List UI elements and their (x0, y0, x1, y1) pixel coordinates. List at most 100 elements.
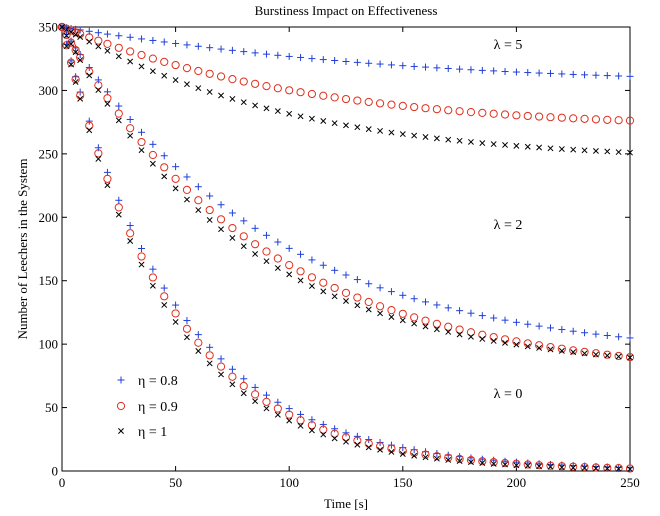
data-point (354, 302, 361, 309)
data-point (444, 64, 452, 72)
data-point (625, 464, 635, 473)
data-point-b (627, 466, 633, 473)
data-point (466, 108, 476, 117)
data-point-b (365, 444, 372, 451)
data-point-b (297, 113, 304, 120)
data-point (72, 79, 79, 86)
data-point (172, 185, 179, 192)
data-point-b (433, 135, 440, 142)
data-point (478, 457, 487, 466)
data-series (59, 24, 633, 473)
data-point (194, 42, 202, 50)
data-point (172, 39, 180, 47)
data-point (354, 124, 361, 131)
data-point (126, 47, 135, 56)
data-point (421, 104, 430, 113)
data-point-b (86, 72, 93, 79)
data-point (433, 301, 441, 309)
data-point (240, 390, 247, 397)
data-point-b (581, 465, 588, 471)
data-point (308, 427, 315, 434)
data-point-b (422, 323, 429, 330)
data-point (172, 301, 180, 309)
data-point (479, 335, 486, 342)
data-point (194, 331, 202, 339)
legend-marker-b (118, 428, 124, 434)
data-point (626, 72, 634, 80)
data-point-b (558, 464, 565, 471)
data-point (468, 138, 474, 145)
data-point (603, 72, 611, 80)
data-point (319, 278, 328, 287)
data-point (149, 140, 157, 148)
data-point (297, 422, 304, 429)
data-point (103, 30, 111, 38)
data-point (558, 70, 566, 78)
data-point (580, 114, 589, 123)
data-point (445, 457, 452, 463)
data-point (456, 137, 463, 144)
data-point-b (468, 138, 474, 145)
data-point-b (95, 155, 102, 162)
data-point (365, 444, 372, 451)
data-point (341, 433, 351, 442)
data-point (388, 314, 395, 320)
data-point-b (388, 449, 395, 455)
data-point-b (331, 120, 338, 127)
data-point (604, 148, 611, 155)
data-point (342, 429, 350, 437)
data-point (456, 65, 464, 73)
data-point (375, 302, 385, 311)
data-point (274, 265, 281, 271)
data-point-b (68, 41, 75, 47)
data-point (581, 350, 588, 357)
data-point-b (95, 87, 102, 94)
data-point (286, 417, 293, 424)
data-point (240, 48, 248, 56)
data-point (63, 30, 71, 38)
data-point (524, 320, 532, 328)
data-point (307, 421, 317, 430)
data-point (479, 140, 486, 147)
data-point-b (138, 63, 145, 70)
data-point (68, 41, 75, 47)
data-point (149, 160, 156, 167)
data-point (478, 312, 486, 320)
data-point (490, 338, 497, 344)
data-point (376, 60, 384, 68)
data-point (387, 61, 395, 69)
y-axis-title: Number of Leechers in the System (15, 159, 30, 340)
data-point (490, 460, 497, 467)
data-point (456, 453, 464, 461)
data-point (274, 51, 282, 59)
data-point-b (570, 349, 577, 356)
data-point-b (138, 261, 145, 268)
plot-area: 0 50 100 150 200 250 0 50 100 150 200 250 300 350 λ = … (39, 20, 640, 491)
data-point-b (388, 314, 395, 320)
data-point (388, 449, 395, 455)
data-point-b (104, 100, 111, 107)
data-point-b (354, 302, 361, 309)
data-point-b (195, 85, 202, 92)
data-point-b (445, 457, 452, 463)
data-point (308, 55, 316, 63)
data-point-b (297, 422, 304, 429)
data-point-b (308, 427, 315, 434)
data-point-b (229, 381, 236, 388)
data-point (581, 465, 588, 471)
data-point (216, 72, 226, 81)
data-point (160, 284, 168, 292)
data-point (331, 293, 338, 300)
data-point-b (581, 147, 588, 154)
data-point (149, 68, 156, 75)
chart-title: Burstiness Impact on Effectiveness (255, 3, 438, 18)
data-point (365, 59, 373, 67)
data-point (387, 288, 395, 296)
data-point-b (468, 333, 474, 340)
data-point (252, 102, 259, 109)
x-tick-label: 250 (620, 475, 640, 490)
data-point-b (570, 464, 577, 471)
data-point (171, 60, 180, 70)
data-point-b (377, 446, 384, 453)
